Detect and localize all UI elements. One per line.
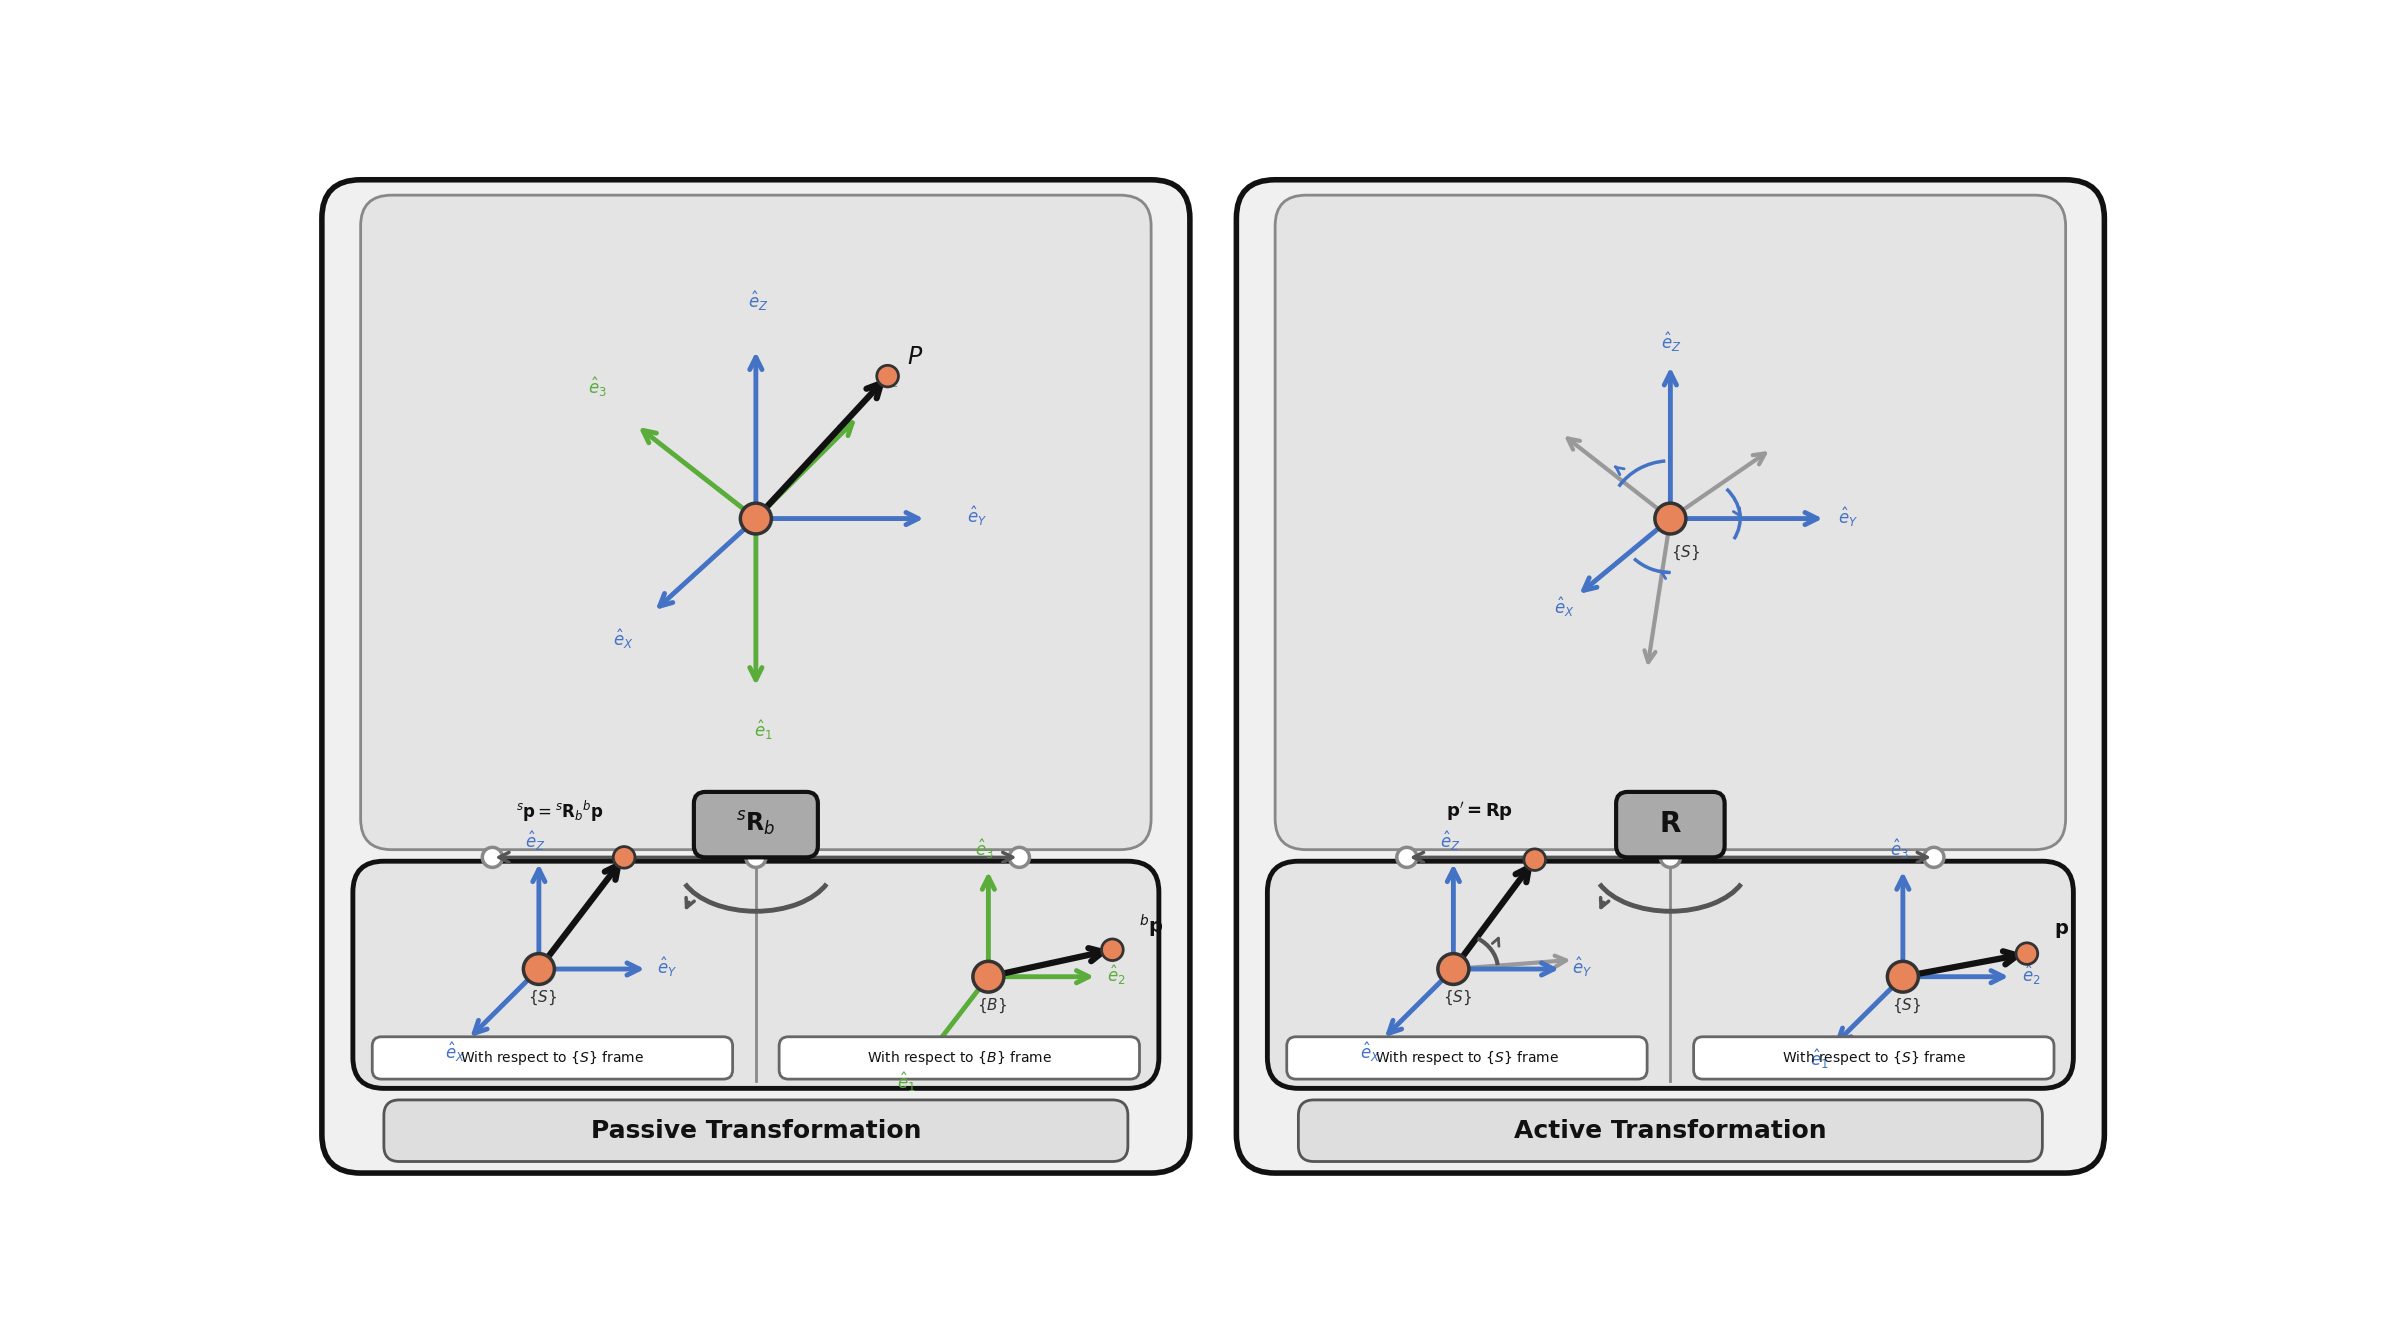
Text: ${}^{s}\mathbf{R}_b$: ${}^{s}\mathbf{R}_b$: [736, 810, 776, 839]
Text: $\mathit{P}$: $\mathit{P}$: [908, 345, 922, 368]
Text: Passive Transformation: Passive Transformation: [590, 1118, 922, 1142]
FancyBboxPatch shape: [1615, 792, 1725, 857]
Text: $\hat{e}_3$: $\hat{e}_3$: [588, 375, 607, 399]
Text: $\hat{e}_Y$: $\hat{e}_Y$: [1840, 505, 1859, 530]
Text: $\hat{e}_3$: $\hat{e}_3$: [975, 837, 994, 862]
FancyBboxPatch shape: [1269, 862, 2074, 1089]
FancyBboxPatch shape: [1288, 1036, 1646, 1079]
Text: $\hat{e}_3$: $\hat{e}_3$: [1890, 837, 1909, 862]
Text: $\hat{e}_2$: $\hat{e}_2$: [1108, 964, 1125, 986]
Text: $\hat{e}_1$: $\hat{e}_1$: [755, 719, 774, 742]
Text: $\hat{e}_X$: $\hat{e}_X$: [1359, 1040, 1381, 1063]
FancyBboxPatch shape: [693, 792, 817, 857]
Circle shape: [972, 961, 1003, 992]
Circle shape: [1398, 847, 1417, 867]
Text: $\hat{e}_Z$: $\hat{e}_Z$: [1441, 829, 1460, 853]
Circle shape: [741, 503, 772, 534]
Circle shape: [1923, 847, 1945, 867]
Text: $\hat{e}_2$: $\hat{e}_2$: [2021, 964, 2040, 986]
Text: $\{S\}$: $\{S\}$: [528, 989, 557, 1008]
Circle shape: [1438, 954, 1469, 984]
FancyBboxPatch shape: [1238, 180, 2105, 1173]
Text: $\hat{e}_X$: $\hat{e}_X$: [1553, 595, 1574, 620]
Text: With respect to $\{S\}$ frame: With respect to $\{S\}$ frame: [461, 1048, 645, 1067]
Text: ${}^{s}\mathbf{p}={}^{s}\mathbf{R}_b{}^{b}\mathbf{p}$: ${}^{s}\mathbf{p}={}^{s}\mathbf{R}_b{}^{…: [516, 798, 604, 824]
Text: With respect to $\{S\}$ frame: With respect to $\{S\}$ frame: [1374, 1048, 1560, 1067]
Text: $\hat{e}_Y$: $\hat{e}_Y$: [657, 956, 676, 980]
Text: $\hat{e}_Z$: $\hat{e}_Z$: [748, 289, 769, 313]
Circle shape: [614, 847, 635, 868]
Text: $\hat{e}_X$: $\hat{e}_X$: [444, 1040, 466, 1063]
Circle shape: [1008, 847, 1030, 867]
FancyBboxPatch shape: [361, 195, 1151, 849]
Text: Active Transformation: Active Transformation: [1515, 1118, 1828, 1142]
FancyBboxPatch shape: [1694, 1036, 2055, 1079]
FancyBboxPatch shape: [385, 1099, 1128, 1161]
Circle shape: [877, 366, 898, 387]
Text: $\{S\}$: $\{S\}$: [1892, 997, 1921, 1015]
Text: $\hat{e}_Y$: $\hat{e}_Y$: [968, 505, 987, 528]
Circle shape: [1101, 939, 1123, 961]
Circle shape: [1524, 849, 1546, 871]
Circle shape: [1656, 503, 1687, 534]
Circle shape: [483, 847, 502, 867]
Circle shape: [1660, 847, 1679, 867]
Circle shape: [2016, 943, 2038, 965]
Text: $\hat{e}_Y$: $\hat{e}_Y$: [1572, 956, 1591, 980]
Text: $\mathbf{p'=Rp}$: $\mathbf{p'=Rp}$: [1445, 801, 1512, 824]
FancyBboxPatch shape: [323, 180, 1190, 1173]
Text: With respect to $\{S\}$ frame: With respect to $\{S\}$ frame: [1782, 1048, 1966, 1067]
Text: $\{S\}$: $\{S\}$: [1443, 989, 1472, 1008]
Circle shape: [745, 847, 767, 867]
Circle shape: [523, 954, 554, 984]
Text: $\hat{e}_1$: $\hat{e}_1$: [896, 1070, 915, 1094]
Text: $\hat{e}_Z$: $\hat{e}_Z$: [526, 829, 545, 853]
FancyBboxPatch shape: [1276, 195, 2066, 849]
Text: $\{S\}$: $\{S\}$: [1672, 544, 1701, 562]
Text: $\hat{e}_X$: $\hat{e}_X$: [614, 628, 633, 652]
Text: $\{B\}$: $\{B\}$: [977, 997, 1008, 1015]
FancyBboxPatch shape: [779, 1036, 1140, 1079]
FancyBboxPatch shape: [1297, 1099, 2043, 1161]
Text: With respect to $\{B\}$ frame: With respect to $\{B\}$ frame: [867, 1048, 1051, 1067]
Text: $\hat{e}_Z$: $\hat{e}_Z$: [1660, 331, 1682, 355]
Text: ${}^{b}\mathbf{p}$: ${}^{b}\mathbf{p}$: [1140, 913, 1163, 941]
Text: $\hat{e}_1$: $\hat{e}_1$: [1811, 1048, 1828, 1071]
Text: $\hat{e}_2$: $\hat{e}_2$: [879, 367, 898, 390]
FancyBboxPatch shape: [373, 1036, 733, 1079]
FancyBboxPatch shape: [354, 862, 1159, 1089]
Text: $\mathbf{p}$: $\mathbf{p}$: [2055, 921, 2069, 939]
Circle shape: [1887, 961, 1918, 992]
Text: $\mathbf{R}$: $\mathbf{R}$: [1658, 810, 1682, 839]
